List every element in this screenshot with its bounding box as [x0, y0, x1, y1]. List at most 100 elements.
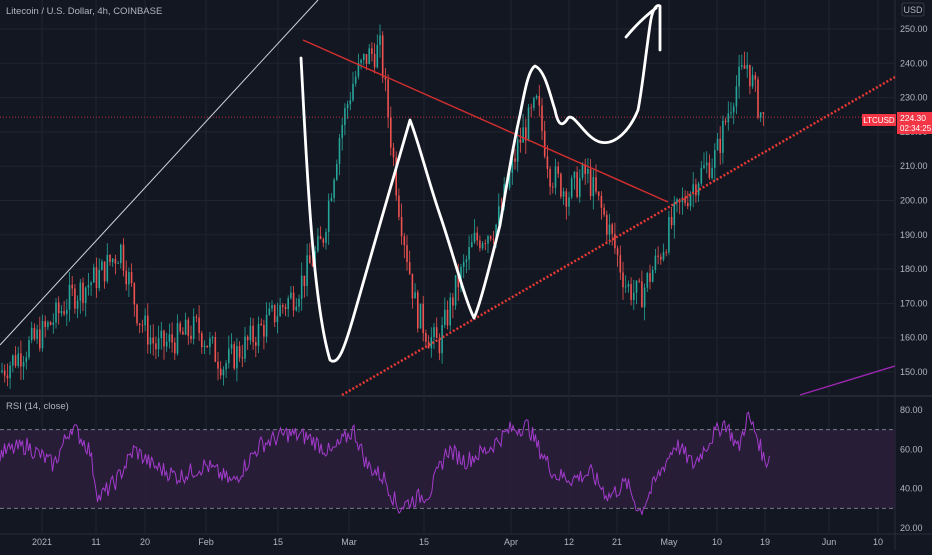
candle-body [549, 168, 551, 187]
x-tick-label: 11 [91, 537, 100, 547]
candle-body [238, 346, 241, 358]
x-tick-label: 15 [273, 537, 283, 547]
candle-body [184, 319, 187, 335]
hand-drawn-w-pattern[interactable] [299, 4, 662, 363]
candle-body [433, 327, 435, 338]
x-tick-label: Apr [504, 537, 518, 547]
candle-body [176, 323, 179, 354]
candle-body [287, 298, 289, 310]
candle-body [101, 261, 103, 271]
candle-body [317, 236, 319, 252]
candle-body [379, 35, 381, 45]
candle-body [581, 164, 584, 179]
candle-body [174, 342, 176, 354]
candle-body [209, 338, 211, 348]
candle-body [74, 288, 76, 309]
candle-body [649, 273, 651, 282]
candle-body [111, 258, 114, 262]
currency-label[interactable]: USD [903, 5, 923, 15]
price-tag-value: 224.30 [900, 113, 926, 123]
candle-body [692, 184, 694, 194]
candle-body [560, 173, 562, 197]
candle-body [673, 202, 676, 226]
candle-body [195, 316, 198, 318]
candle-body [527, 107, 530, 141]
candle-body [95, 267, 98, 289]
x-tick-label: 10 [873, 537, 883, 547]
candle-body [260, 323, 262, 325]
axes-layer: 2021 11 20 Feb 15 Mar 15 Apr 12 21 May 10 19 Jun 10 250… [32, 24, 928, 547]
candle-body [309, 255, 311, 264]
candle-body [57, 302, 60, 314]
candle-body [419, 303, 422, 329]
candle-body [484, 243, 487, 245]
candle-body [557, 166, 559, 174]
candle-body [203, 345, 206, 348]
candle-body [511, 158, 514, 173]
candle-body [33, 327, 36, 339]
x-tick-label: Feb [198, 537, 214, 547]
candle-body [327, 200, 330, 233]
candle-body [522, 127, 524, 143]
hand-drawn-arrow-head[interactable] [624, 6, 658, 39]
candle-body [230, 344, 233, 349]
candle-body [268, 308, 271, 315]
candle-body [603, 207, 605, 215]
candle-body [211, 337, 214, 339]
candle-body [265, 314, 268, 337]
candle-body [6, 375, 9, 379]
candle-body [114, 258, 117, 264]
candle-body [49, 322, 52, 325]
drawings-layer[interactable] [0, 0, 896, 397]
candle-body [14, 355, 17, 366]
candle-body [233, 344, 235, 369]
candle-body [608, 224, 611, 235]
candle-body [519, 139, 522, 143]
candle-body [619, 255, 622, 273]
candle-body [125, 270, 127, 285]
candle-body [36, 329, 38, 339]
candle-body [660, 256, 662, 260]
y-tick-label: 240.00 [900, 58, 928, 68]
rsi-y-tick-label: 20.00 [900, 523, 923, 533]
purple-trendline[interactable] [799, 365, 896, 396]
y-tick-label: 160.00 [900, 333, 928, 343]
candle-body [743, 65, 746, 69]
candle-body [241, 357, 244, 359]
candle-body [606, 214, 608, 235]
candle-body [387, 79, 389, 118]
currency-box[interactable] [901, 2, 925, 17]
candles-layer [1, 24, 765, 389]
candle-body [411, 273, 414, 299]
candle-body [381, 35, 384, 78]
candle-body [573, 172, 576, 179]
candle-body [757, 79, 759, 118]
candle-body [495, 224, 497, 240]
candle-body [538, 96, 541, 106]
candle-body [530, 107, 532, 109]
rsi-layer [0, 411, 895, 515]
candle-body [616, 248, 619, 256]
candle-body [657, 255, 659, 257]
candle-body [217, 361, 219, 369]
price-tag-symbol: LTCUSD [863, 116, 895, 125]
candle-body [298, 298, 300, 307]
candle-body [735, 86, 738, 107]
candle-body [130, 272, 133, 284]
candle-body [376, 44, 379, 68]
candle-body [98, 270, 100, 289]
candle-body [546, 156, 549, 169]
candle-body [133, 283, 136, 305]
rsi-y-tick-label: 40.00 [900, 484, 923, 494]
candle-body [228, 348, 230, 364]
candle-body [198, 317, 200, 334]
candle-body [727, 113, 730, 123]
resistance-trendline[interactable] [302, 39, 669, 203]
ascending-trendline[interactable] [0, 0, 319, 346]
currency-selector[interactable]: USD [901, 2, 925, 17]
candle-body [395, 157, 397, 196]
candle-body [584, 164, 586, 174]
candle-body [3, 370, 6, 376]
candle-body [641, 281, 643, 308]
